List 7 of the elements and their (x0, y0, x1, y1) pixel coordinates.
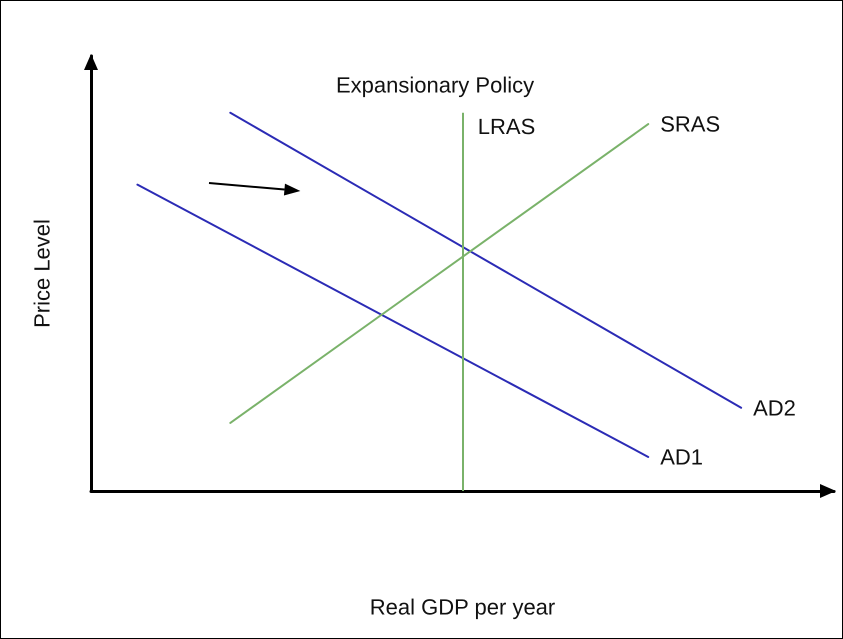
annotation: LRAS (478, 114, 536, 140)
series-label: AD1 (660, 444, 704, 470)
y-axis-title: Price Level (30, 219, 54, 328)
series-label: SRAS (660, 112, 720, 137)
x-axis-title: Real GDP per year (370, 594, 556, 620)
chart-title: Expansionary Policy (336, 72, 534, 98)
series-label: AD2 (753, 395, 796, 420)
